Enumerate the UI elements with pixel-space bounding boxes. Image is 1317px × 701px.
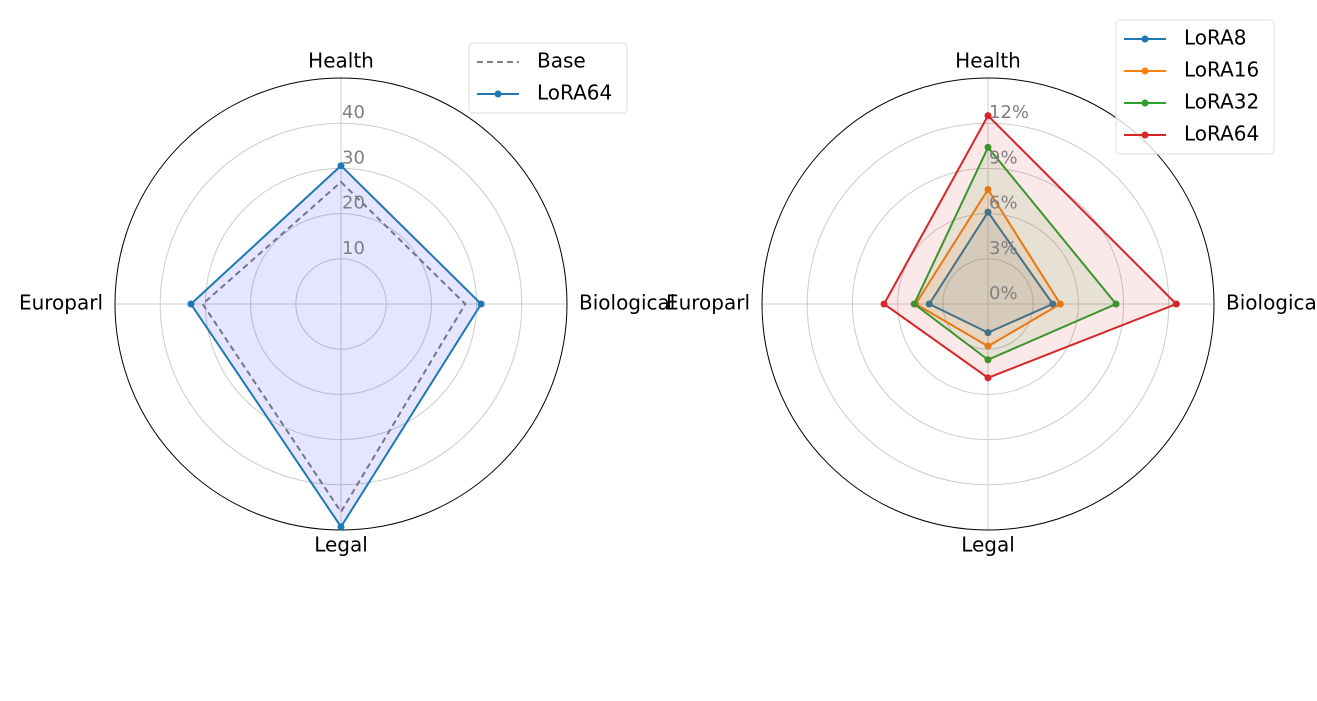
point — [477, 300, 485, 308]
category-label: Health — [955, 49, 1021, 73]
series-area — [882, 114, 1179, 379]
r-tick-label: 9% — [989, 147, 1018, 168]
category-label: Biological — [1226, 291, 1317, 315]
point — [1172, 300, 1180, 308]
legend-marker — [1141, 99, 1149, 107]
point — [187, 300, 195, 308]
legend-label: LoRA32 — [1184, 90, 1259, 114]
point — [910, 300, 918, 308]
point — [984, 342, 992, 350]
point — [984, 329, 992, 337]
legend-marker — [494, 90, 502, 98]
r-tick-label: 20 — [342, 193, 365, 214]
point — [984, 143, 992, 151]
point — [337, 162, 345, 170]
legend-marker — [1141, 67, 1149, 75]
point — [1112, 300, 1120, 308]
point — [1056, 300, 1064, 308]
r-tick-label: 6% — [989, 193, 1018, 214]
legend-label: Base — [537, 49, 586, 73]
legend-label: LoRA64 — [537, 81, 612, 105]
point — [984, 185, 992, 193]
legend-box — [1115, 19, 1275, 155]
r-tick-label: 30 — [342, 147, 365, 168]
category-label: Europarl — [666, 291, 750, 315]
category-label: Health — [308, 49, 374, 73]
point — [984, 374, 992, 382]
r-tick-label: 3% — [989, 238, 1018, 259]
r-tick-label: 0% — [989, 283, 1018, 304]
outer-circle — [761, 77, 1215, 531]
point — [880, 300, 888, 308]
legend-label: LoRA8 — [1184, 26, 1247, 50]
r-tick-label: 10 — [342, 238, 365, 259]
category-label: Biological — [579, 291, 675, 315]
point — [984, 208, 992, 216]
legend-label: LoRA64 — [1184, 122, 1259, 146]
legend-marker — [1141, 131, 1149, 139]
point — [984, 112, 992, 120]
r-tick-label: 40 — [342, 102, 365, 123]
category-label: Europarl — [19, 291, 103, 315]
r-tick-label: 12% — [989, 102, 1029, 123]
legend-box — [468, 42, 628, 114]
point — [337, 523, 345, 531]
category-label: Legal — [314, 533, 368, 557]
point — [984, 356, 992, 364]
legend-marker — [1141, 35, 1149, 43]
point — [1049, 300, 1057, 308]
category-label: Legal — [961, 533, 1015, 557]
point — [925, 300, 933, 308]
legend-label: LoRA16 — [1184, 58, 1259, 82]
